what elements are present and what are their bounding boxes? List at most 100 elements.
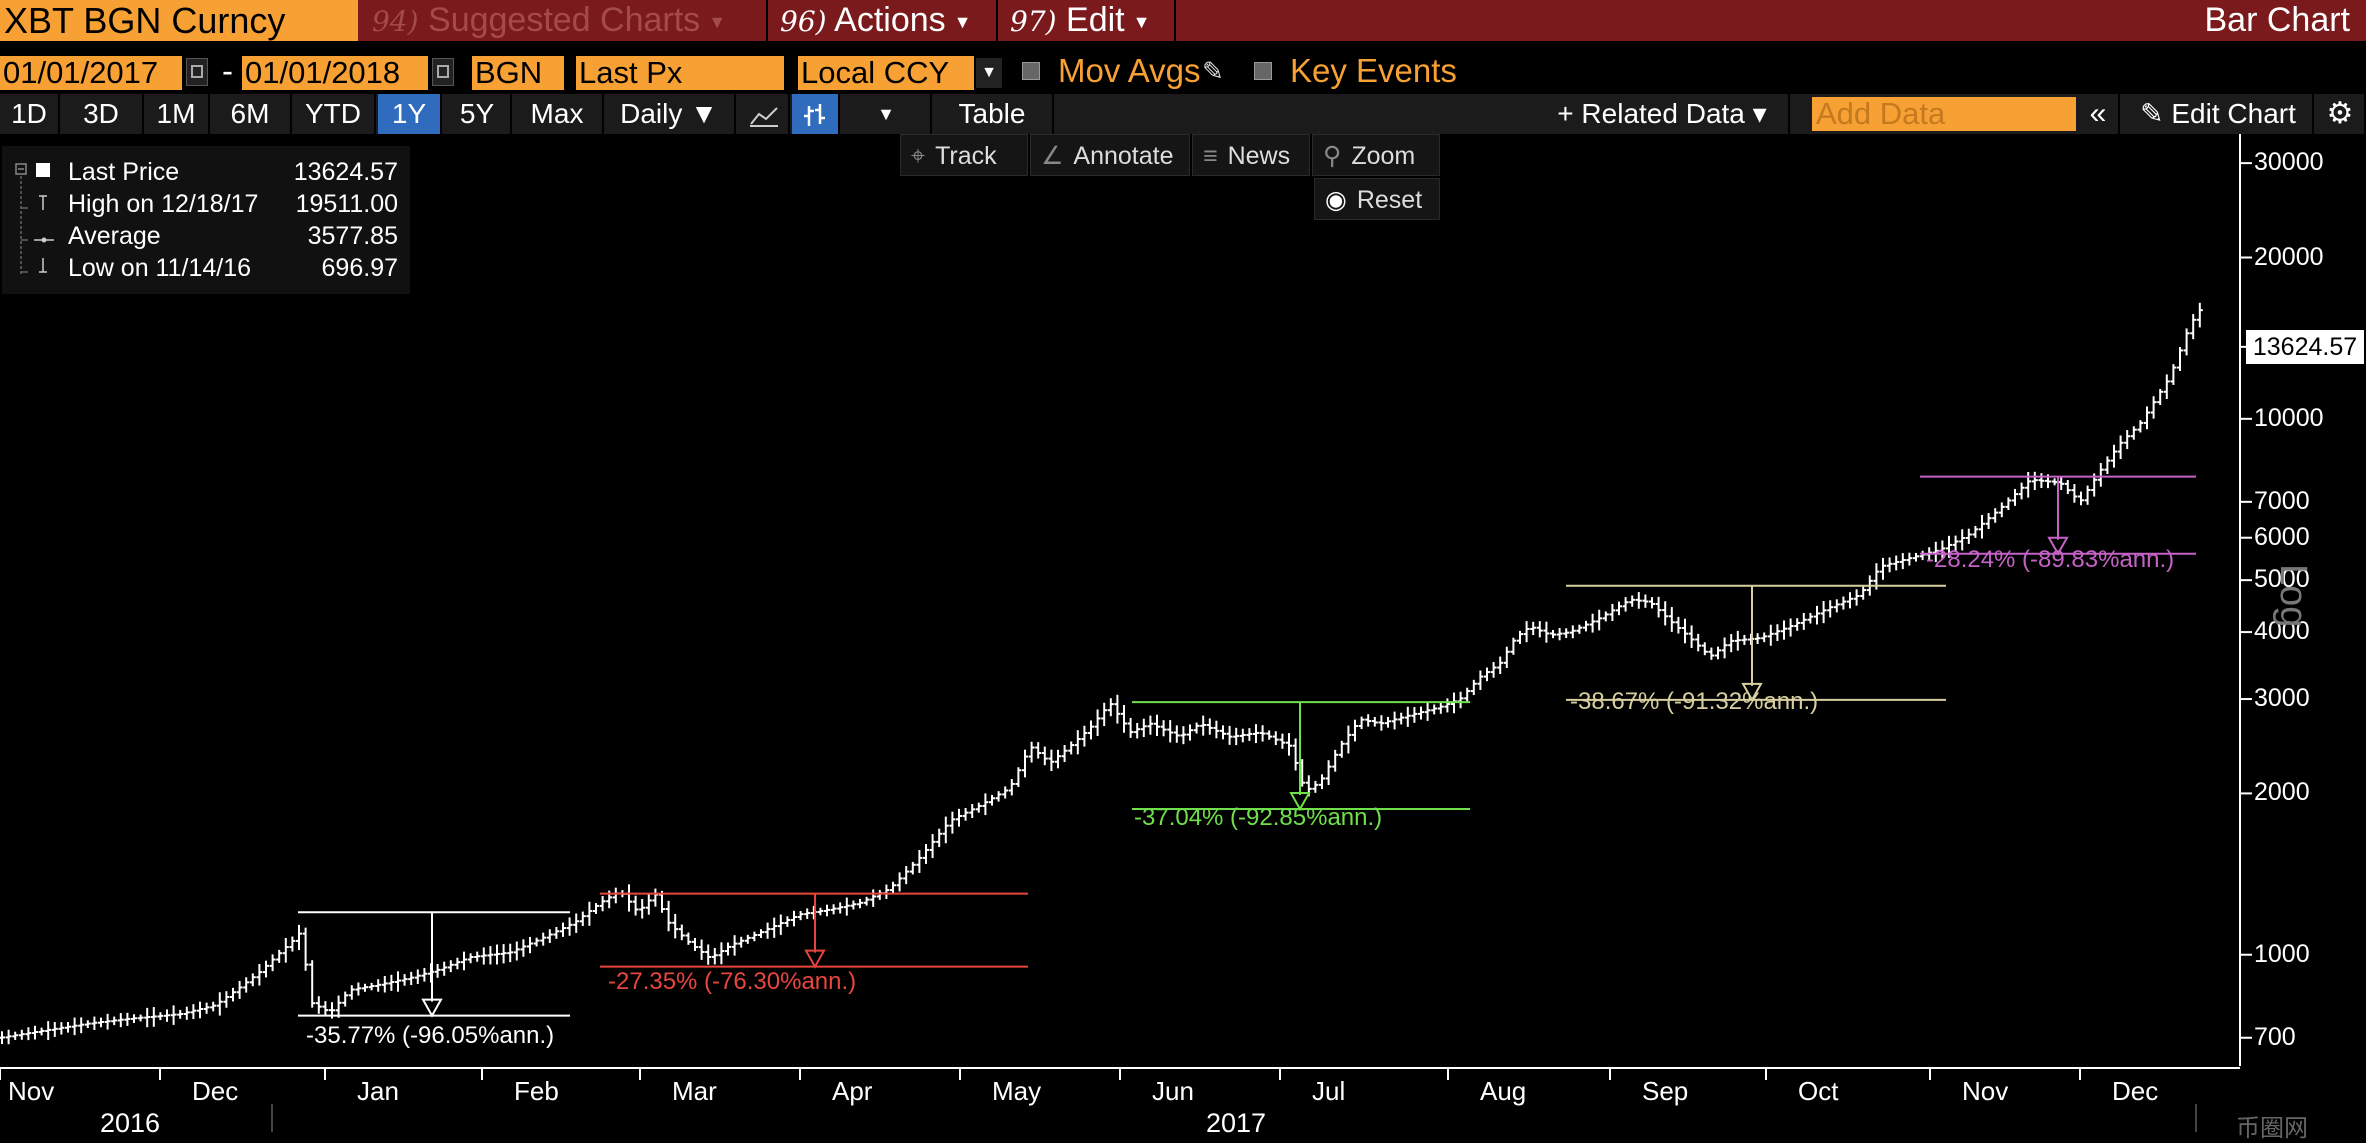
log-scale-label[interactable]: Log <box>2272 564 2314 628</box>
price-bar <box>1358 716 1365 730</box>
zoom-button[interactable]: ⚲ Zoom <box>1312 134 1440 176</box>
price-bar <box>870 889 877 907</box>
range-button-5y[interactable]: 5Y <box>444 94 512 134</box>
price-bar <box>32 1025 38 1040</box>
price-bar <box>2051 478 2058 486</box>
price-bar <box>1906 552 1913 566</box>
track-button[interactable]: ⌖ Track <box>900 134 1028 176</box>
range-button-1y[interactable]: 1Y <box>378 94 442 134</box>
price-bar <box>1213 720 1220 739</box>
price-bar <box>1180 726 1187 745</box>
drawdown-annotation[interactable] <box>1920 475 2196 556</box>
price-bar <box>1391 711 1398 730</box>
range-button-max[interactable]: Max <box>512 94 604 134</box>
price-bar <box>645 893 652 915</box>
drawdown-annotation[interactable] <box>298 911 570 1018</box>
price-bar <box>1398 712 1405 725</box>
pencil-icon: ✎ <box>2140 98 2172 129</box>
price-bar <box>183 1006 190 1020</box>
y-tick-label: 4000 <box>2254 617 2310 646</box>
range-button-ytd[interactable]: YTD <box>292 94 376 134</box>
price-bar <box>454 957 461 970</box>
price-bar <box>1154 714 1160 737</box>
range-button-1m[interactable]: 1M <box>144 94 210 134</box>
price-bar <box>1147 715 1154 735</box>
calendar-icon[interactable] <box>432 58 454 86</box>
annotate-button[interactable]: ∠ Annotate <box>1030 134 1190 176</box>
currency-select[interactable]: Local CCY <box>798 56 974 90</box>
price-chart[interactable] <box>0 134 2366 1142</box>
collapse-icon[interactable]: « <box>2078 94 2120 134</box>
key-events-checkbox[interactable] <box>1254 62 1272 80</box>
price-bar <box>1068 741 1075 755</box>
price-bar <box>2005 497 2012 511</box>
source-field[interactable]: BGN <box>472 56 564 90</box>
price-bar <box>1536 621 1543 638</box>
price-bar <box>1576 624 1583 634</box>
price-bar <box>738 936 745 948</box>
chart-type-title: Bar Chart <box>2204 1 2351 39</box>
range-button-3d[interactable]: 3D <box>60 94 144 134</box>
price-bar <box>1939 540 1946 560</box>
price-bar <box>144 1007 151 1028</box>
price-bar <box>1741 634 1748 645</box>
actions-menu[interactable]: 96) Actions ▼ <box>770 0 998 41</box>
line-chart-icon[interactable] <box>740 94 790 134</box>
pencil-icon[interactable]: ✎ <box>1202 56 1224 86</box>
price-bar <box>1682 618 1688 644</box>
news-button[interactable]: ≡ News <box>1192 134 1310 176</box>
price-bar <box>276 949 283 963</box>
menu-number: 96) <box>780 5 827 38</box>
chevron-down-icon[interactable]: ▼ <box>976 58 1002 88</box>
mov-avgs-checkbox[interactable] <box>1022 62 1040 80</box>
price-bar <box>665 900 672 932</box>
price-bar <box>540 932 547 946</box>
price-bar <box>1160 720 1167 737</box>
start-date-input[interactable]: 01/01/2017 <box>0 56 182 90</box>
y-tick-label: 6000 <box>2254 522 2310 551</box>
price-bar <box>1101 702 1108 727</box>
price-bar <box>863 896 870 906</box>
price-bar <box>447 960 454 973</box>
drawdown-annotation[interactable] <box>600 892 1028 969</box>
price-bar <box>725 942 731 956</box>
table-button[interactable]: Table <box>932 94 1054 134</box>
price-bar <box>1048 749 1055 772</box>
price-bar <box>1767 624 1774 646</box>
range-button-1d[interactable]: 1D <box>0 94 60 134</box>
price-bar <box>1814 605 1820 625</box>
edit-chart-button[interactable]: ✎ Edit Chart <box>2124 94 2314 134</box>
related-data-button[interactable]: + Related Data ▾ <box>1536 94 1790 134</box>
price-bar <box>1754 633 1761 644</box>
key-events-label[interactable]: Key Events <box>1290 52 1457 89</box>
calendar-icon[interactable] <box>186 58 208 86</box>
range-button-6m[interactable]: 6M <box>210 94 292 134</box>
chart-style-dropdown[interactable]: ▼ <box>842 94 932 134</box>
end-date-input[interactable]: 01/01/2018 <box>242 56 428 90</box>
price-field-select[interactable]: Last Px <box>576 56 784 90</box>
frequency-select[interactable]: Daily ▼ <box>604 94 736 134</box>
mov-avgs-label[interactable]: Mov Avgs <box>1058 52 1201 89</box>
price-bar <box>1385 716 1391 728</box>
price-bar <box>1272 731 1279 746</box>
price-bar <box>533 937 540 947</box>
price-bar <box>784 916 791 927</box>
price-bar <box>342 991 349 1007</box>
add-data-input[interactable]: Add Data <box>1812 97 2076 131</box>
price-bar <box>1715 646 1721 660</box>
suggested-charts-menu[interactable]: 94) Suggested Charts ▼ <box>362 0 768 41</box>
edit-menu[interactable]: 97) Edit ▼ <box>1000 0 1176 41</box>
price-bar <box>817 907 824 916</box>
reset-button[interactable]: ◉ Reset <box>1314 178 1440 220</box>
price-bar <box>1800 612 1807 630</box>
drawdown-annotation[interactable] <box>1566 584 1946 702</box>
ticker-field[interactable]: XBT BGN Curncy <box>0 0 358 41</box>
price-bar <box>65 1021 71 1033</box>
drawdown-annotation[interactable] <box>1132 701 1470 812</box>
price-bar <box>177 1009 184 1019</box>
gear-icon[interactable]: ⚙ <box>2316 94 2366 134</box>
price-bar <box>1431 704 1438 715</box>
bar-chart-icon[interactable] <box>792 94 840 134</box>
price-bar <box>2084 485 2091 505</box>
zoom-label: Zoom <box>1351 142 1416 170</box>
